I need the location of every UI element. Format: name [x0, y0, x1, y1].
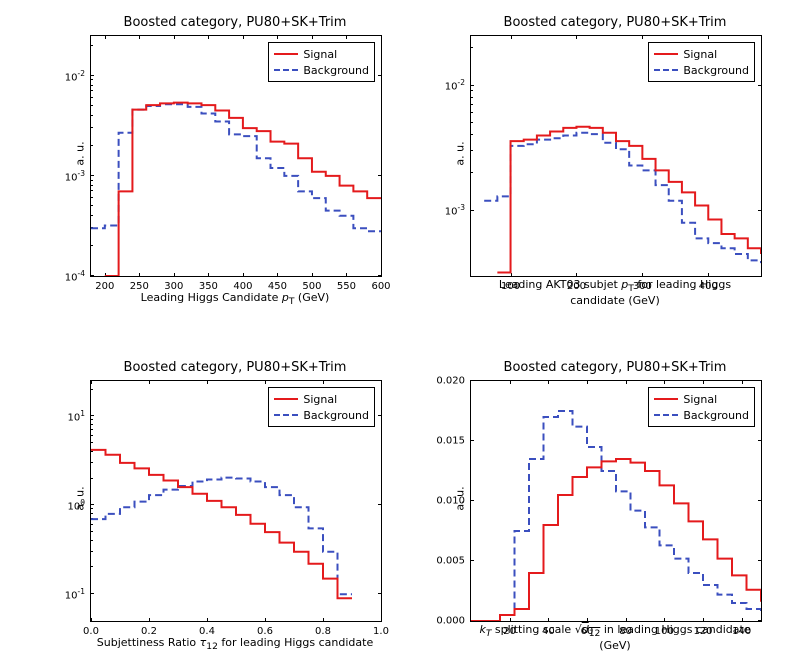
signal-series: [497, 127, 761, 273]
xlabel: Leading AKT03 subjet pT for leading Higg…: [470, 278, 760, 307]
subplot-tl: Boosted category, PU80+SK+Trim2002503003…: [90, 35, 380, 275]
legend-item-background: Background: [654, 62, 749, 78]
ytick-label: 10-1: [65, 587, 85, 601]
legend-label-signal: Signal: [683, 48, 717, 61]
ytick-label: 0.000: [436, 616, 465, 627]
legend-label-signal: Signal: [683, 393, 717, 406]
legend-item-signal: Signal: [654, 391, 749, 407]
signal-series: [91, 450, 352, 598]
ytick-label: 10-2: [445, 79, 465, 93]
legend-item-signal: Signal: [274, 46, 369, 62]
legend-item-background: Background: [654, 407, 749, 423]
chart-title: Boosted category, PU80+SK+Trim: [90, 15, 380, 30]
background-series: [91, 478, 352, 595]
xlabel: Subjettiness Ratio τ12 for leading Higgs…: [90, 636, 380, 652]
plot-area: 204060801001201400.0000.0050.0100.0150.0…: [470, 380, 762, 622]
legend-label-background: Background: [303, 409, 369, 422]
legend-swatch-signal: [654, 398, 678, 400]
legend-item-signal: Signal: [654, 46, 749, 62]
legend: Signal Background: [648, 387, 755, 427]
subplot-bl: Boosted category, PU80+SK+Trim0.00.20.40…: [90, 380, 380, 620]
legend: Signal Background: [268, 387, 375, 427]
chart-title: Boosted category, PU80+SK+Trim: [90, 360, 380, 375]
ylabel: a. u.: [454, 459, 467, 539]
ytick-label: 10-4: [65, 269, 85, 283]
legend-label-background: Background: [683, 409, 749, 422]
legend-swatch-signal: [654, 53, 678, 55]
xlabel: Leading Higgs Candidate pT (GeV): [90, 291, 380, 307]
ytick-label: 0.015: [436, 436, 465, 447]
subplot-br: Boosted category, PU80+SK+Trim2040608010…: [470, 380, 760, 620]
subplot-tr: Boosted category, PU80+SK+Trim1002003004…: [470, 35, 760, 275]
ylabel: a. u.: [74, 114, 87, 194]
ytick-label: 10-3: [445, 204, 465, 218]
legend: Signal Background: [648, 42, 755, 82]
legend-swatch-background: [274, 414, 298, 416]
legend-label-background: Background: [683, 64, 749, 77]
signal-series: [105, 103, 381, 276]
chart-title: Boosted category, PU80+SK+Trim: [470, 15, 760, 30]
legend-swatch-background: [274, 69, 298, 71]
ylabel: a. u.: [454, 114, 467, 194]
legend: Signal Background: [268, 42, 375, 82]
legend-item-signal: Signal: [274, 391, 369, 407]
background-series: [91, 104, 381, 231]
legend-swatch-background: [654, 69, 678, 71]
ylabel: a. u.: [74, 459, 87, 539]
legend-item-background: Background: [274, 407, 369, 423]
legend-label-signal: Signal: [303, 393, 337, 406]
xtick: [381, 618, 382, 622]
legend-label-background: Background: [303, 64, 369, 77]
xtick: [381, 35, 382, 39]
figure-root: Boosted category, PU80+SK+Trim 2002503003…: [0, 0, 798, 663]
ytick-label: 0.020: [436, 376, 465, 387]
plot-area: 0.00.20.40.60.81.010-1100101SignalBackgr…: [90, 380, 382, 622]
legend-label-signal: Signal: [303, 48, 337, 61]
background-series: [471, 411, 761, 621]
ytick-label: 0.005: [436, 556, 465, 567]
xtick: [381, 380, 382, 384]
legend-swatch-signal: [274, 398, 298, 400]
xlabel: kT splitting scale √d12 in leading Higgs…: [470, 623, 760, 652]
legend-swatch-signal: [274, 53, 298, 55]
plot-area: 20025030035040045050055060010-410-310-2S…: [90, 35, 382, 277]
ytick-label: 10-2: [65, 69, 85, 83]
background-series: [484, 133, 761, 263]
legend-item-background: Background: [274, 62, 369, 78]
legend-swatch-background: [654, 414, 678, 416]
chart-title: Boosted category, PU80+SK+Trim: [470, 360, 760, 375]
plot-area: 10020030040010-310-2SignalBackground: [470, 35, 762, 277]
ytick-label: 101: [67, 409, 85, 423]
